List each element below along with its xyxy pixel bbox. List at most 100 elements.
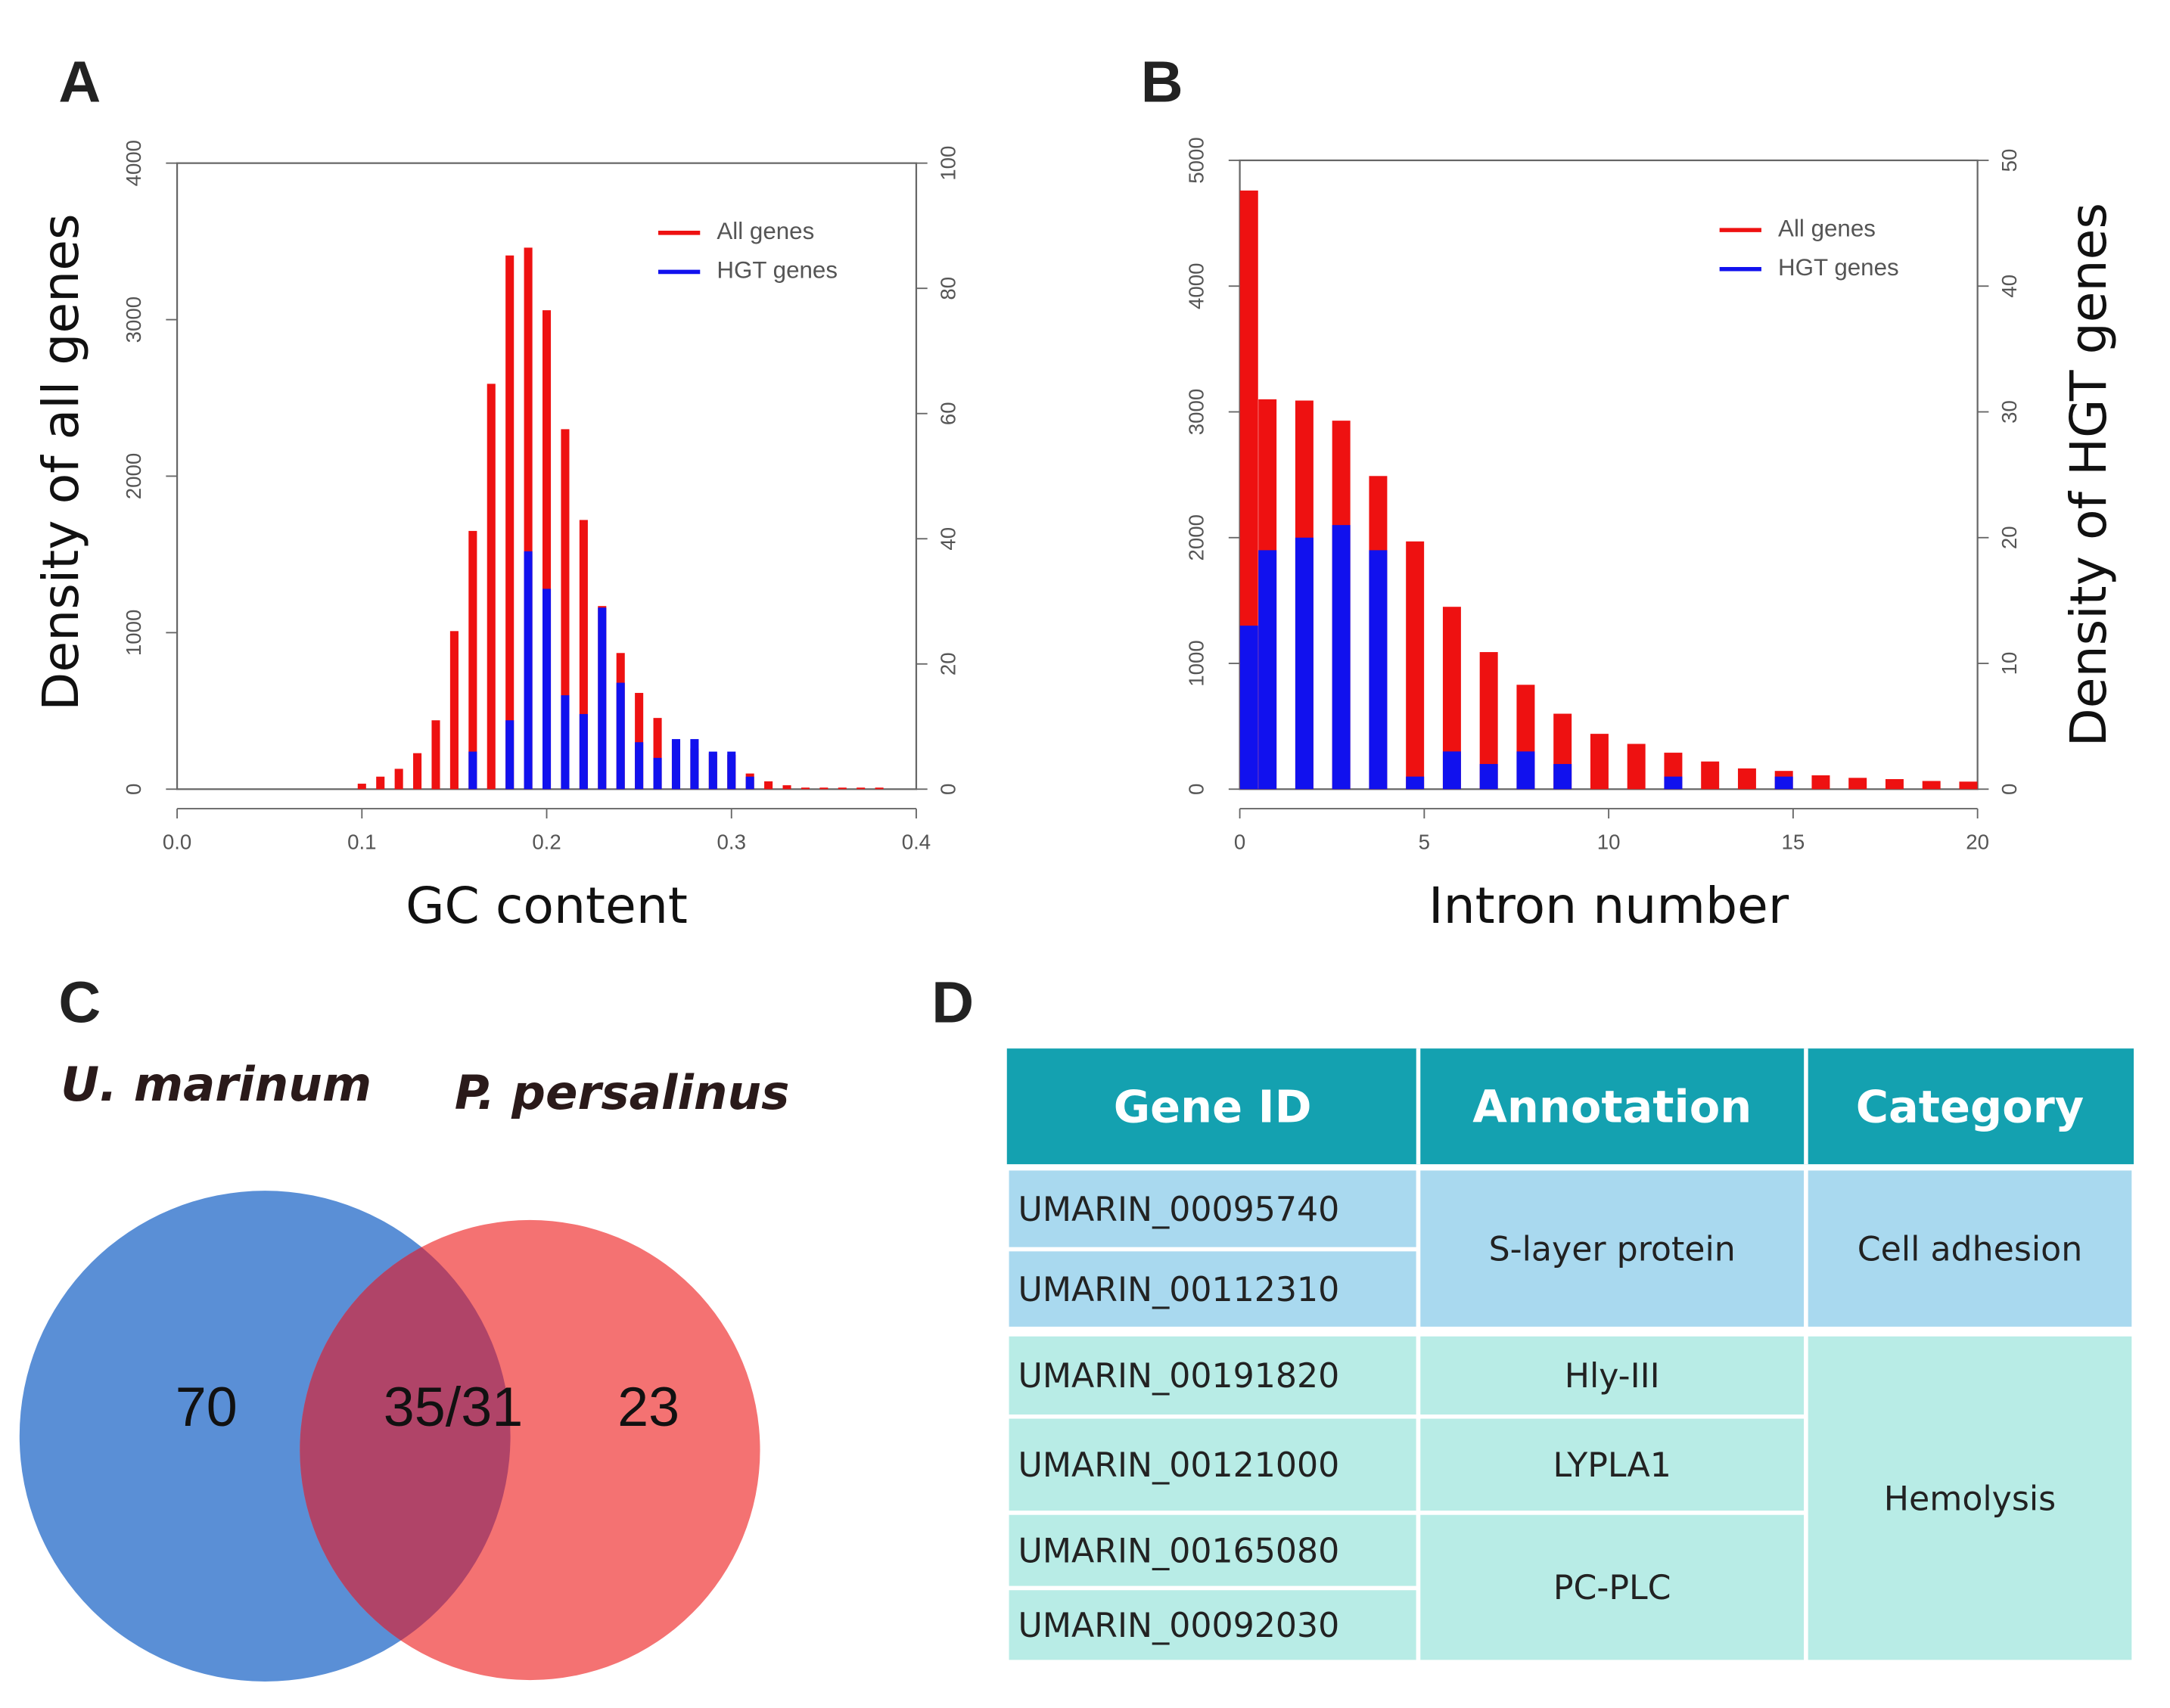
y2-axis-title: Density of HGT genes [2059,203,2118,747]
bar [1959,781,1978,790]
table-cell [1416,1511,1808,1664]
bar [449,631,459,790]
table-header [1006,1048,2134,1165]
x-tick-label: 10 [1597,830,1621,853]
bar [875,787,884,790]
legend-label: HGT genes [1778,254,1899,281]
y2-tick-label: 0 [1997,784,2021,795]
bar [708,751,717,790]
bar [357,784,366,790]
x-tick-label: 20 [1966,830,1989,853]
y-tick-label: 2000 [1185,514,1208,561]
table-cell [1416,1332,1808,1419]
table-cell [1416,1414,1808,1515]
y-tick-label: 3000 [122,297,145,343]
legend-label: All genes [1778,215,1876,241]
y-tick-label: 4000 [1185,263,1208,309]
bar [431,720,440,790]
annotation: Hly-III [1565,1357,1660,1396]
panel-label: D [931,970,974,1035]
category: Hemolysis [1884,1480,2056,1518]
table-cell [1005,1511,1421,1591]
bar [561,695,570,790]
y-tick-label: 5000 [1185,137,1208,183]
y-tick-label: 0 [122,784,145,795]
bar [1811,775,1830,790]
bar [635,693,644,790]
bar [819,787,829,790]
bar [487,384,496,790]
x-tick-label: 5 [1419,830,1430,853]
annotation: S-layer protein [1489,1230,1736,1269]
bar [764,781,773,790]
bar [1442,751,1461,790]
table-header-cell: Category [1856,1080,2084,1132]
bar [505,720,515,790]
bar [1885,778,1904,790]
gene-id: UMARIN_00121000 [1018,1446,1340,1485]
y-tick-label: 2000 [122,453,145,499]
bar [1479,764,1498,790]
y2-tick-label: 40 [1997,275,2021,298]
x-tick-label: 0.3 [717,830,746,853]
y-tick-label: 3000 [1185,389,1208,435]
x-axis-title: Intron number [1429,876,1789,935]
panel-label: A [58,50,101,115]
x-tick-label: 0 [1234,830,1245,853]
bar [1590,734,1609,790]
bar [1369,550,1388,790]
bar [1737,768,1756,790]
bar [376,776,385,790]
venn-set: P. persalinus [455,1065,790,1120]
bar [1406,541,1425,790]
bar [561,429,570,790]
y2-tick-label: 40 [937,527,960,551]
bar [524,551,533,790]
bar [653,718,662,790]
bar [579,520,588,790]
y2-tick-label: 80 [937,277,960,300]
y2-tick-label: 20 [937,652,960,675]
y2-tick-label: 50 [1997,149,2021,172]
bar [1553,764,1572,790]
x-tick-label: 0.4 [902,830,931,853]
bar [1479,652,1498,790]
venn-count: 35/31 [384,1375,523,1438]
gene-id: UMARIN_00095740 [1018,1191,1340,1229]
bar [1627,744,1646,790]
bar [1239,626,1258,790]
bar [1332,525,1351,790]
venn-count: 70 [176,1375,238,1438]
y-tick-label: 1000 [122,610,145,656]
bar [1516,751,1535,790]
bar [671,739,681,790]
y2-tick-label: 10 [1997,652,2021,675]
bar [1295,537,1314,790]
table-cell [1005,1247,1421,1331]
panel-label: B [1141,50,1183,115]
y2-tick-label: 30 [1997,400,2021,424]
gene-id: UMARIN_00092030 [1018,1607,1340,1645]
table-cell [1416,1166,1808,1331]
category: Cell adhesion [1858,1230,2083,1269]
panel-label: C [58,970,101,1035]
gene-id: UMARIN_00112310 [1018,1271,1340,1309]
venn-overlap [300,1219,511,1681]
bar [1701,761,1720,790]
bar [1848,778,1867,790]
x-axis-title: GC content [406,876,688,935]
bar [745,776,754,790]
table-cell [1804,1332,2136,1664]
venn-count: 23 [617,1375,679,1438]
y-tick-label: 1000 [1185,640,1208,686]
x-tick-label: 0.2 [532,830,561,853]
annotation: PC-PLC [1553,1569,1671,1607]
gene-id: UMARIN_00165080 [1018,1532,1340,1570]
y2-tick-label: 100 [937,146,960,181]
bar [856,787,866,790]
bar [579,713,588,790]
bar [1442,607,1461,790]
y2-tick-label: 20 [1997,526,2021,549]
